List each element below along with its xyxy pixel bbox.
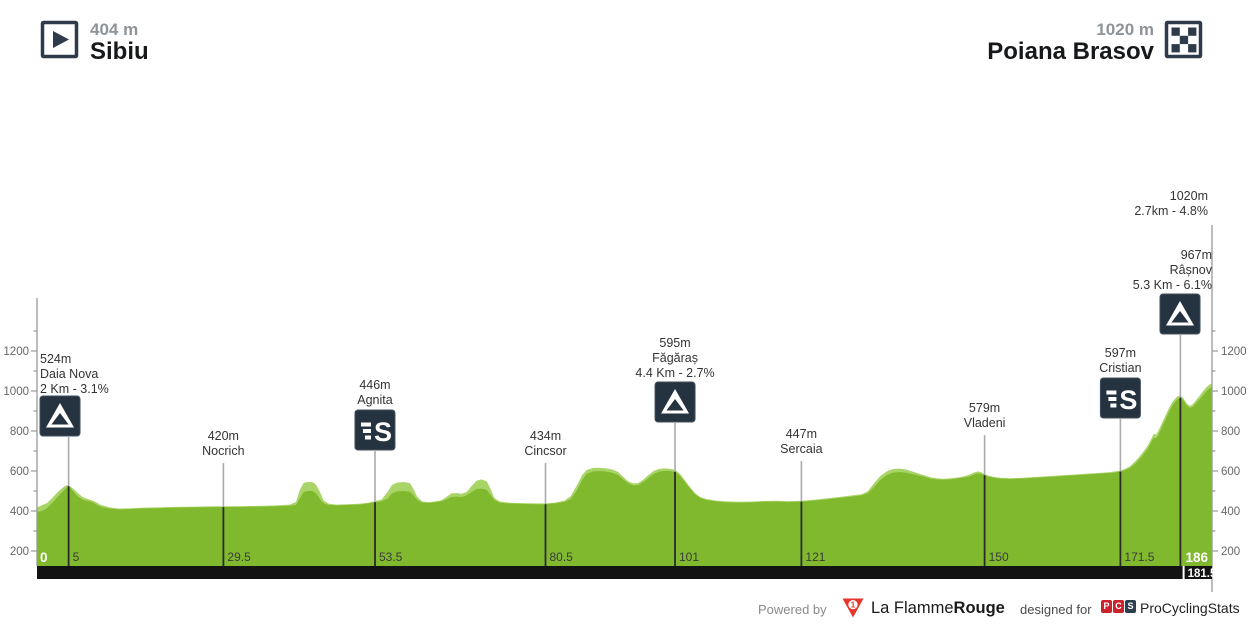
svg-text:200: 200 xyxy=(10,546,29,558)
svg-text:400: 400 xyxy=(10,506,29,518)
svg-text:800: 800 xyxy=(1221,426,1240,438)
start-altitude: 404 m xyxy=(90,20,139,39)
pcs-logo-letter-p: P xyxy=(1101,600,1112,613)
lfr-name-bold: Rouge xyxy=(953,599,1005,617)
elevation-area-main xyxy=(37,387,1212,566)
svg-text:171.5: 171.5 xyxy=(1124,550,1154,564)
svg-text:200: 200 xyxy=(1221,546,1240,558)
svg-text:1000: 1000 xyxy=(3,386,29,398)
sprint-icon: S xyxy=(1099,377,1141,419)
svg-text:1200: 1200 xyxy=(3,346,29,358)
pcs-logo-letter-c: C xyxy=(1113,600,1124,613)
powered-by-label: Powered by xyxy=(758,602,827,617)
footer: Powered by 1 La FlammeRouge designed for… xyxy=(0,592,1250,625)
svg-text:29.5: 29.5 xyxy=(227,550,251,564)
designed-for-label: designed for xyxy=(1020,602,1092,617)
svg-text:1000: 1000 xyxy=(1221,386,1247,398)
svg-text:600: 600 xyxy=(1221,466,1240,478)
svg-text:600: 600 xyxy=(10,466,29,478)
svg-text:400: 400 xyxy=(1221,506,1240,518)
svg-text:121: 121 xyxy=(805,550,825,564)
svg-text:53.5: 53.5 xyxy=(379,550,403,564)
svg-text:101: 101 xyxy=(679,550,699,564)
svg-text:1200: 1200 xyxy=(1221,346,1247,358)
la-flamme-rouge-logo[interactable]: 1 xyxy=(841,596,865,620)
pcs-logo-letter-s: S xyxy=(1125,600,1136,613)
svg-text:S: S xyxy=(1119,385,1137,415)
finish-header: 1020 m Poiana Brasov xyxy=(987,20,1204,65)
sprint-icon: S xyxy=(354,409,396,451)
svg-text:S: S xyxy=(374,417,392,447)
distance-bar xyxy=(37,566,1212,579)
start-flag-icon xyxy=(40,20,79,59)
la-flamme-rouge-link[interactable]: La FlammeRouge xyxy=(871,599,1005,618)
start-header: 404 m Sibiu xyxy=(40,20,149,65)
lfr-name-regular: La Flamme xyxy=(871,599,954,617)
svg-text:0: 0 xyxy=(40,550,48,565)
svg-text:150: 150 xyxy=(989,550,1009,564)
kom-climb-icon xyxy=(1159,293,1201,335)
svg-text:80.5: 80.5 xyxy=(550,550,574,564)
finish-name: Poiana Brasov xyxy=(987,38,1154,65)
svg-text:181.5: 181.5 xyxy=(1188,568,1217,580)
kom-climb-icon xyxy=(39,395,81,437)
kom-climb-icon xyxy=(654,381,696,423)
svg-text:800: 800 xyxy=(10,426,29,438)
start-name: Sibiu xyxy=(90,38,149,65)
svg-text:5: 5 xyxy=(73,550,80,564)
finish-flag-icon xyxy=(1164,20,1203,59)
finish-altitude: 1020 m xyxy=(1096,20,1154,39)
svg-text:186: 186 xyxy=(1185,550,1208,565)
lfr-logo-number: 1 xyxy=(851,601,856,610)
procyclingstats-link[interactable]: ProCyclingStats xyxy=(1140,600,1240,616)
